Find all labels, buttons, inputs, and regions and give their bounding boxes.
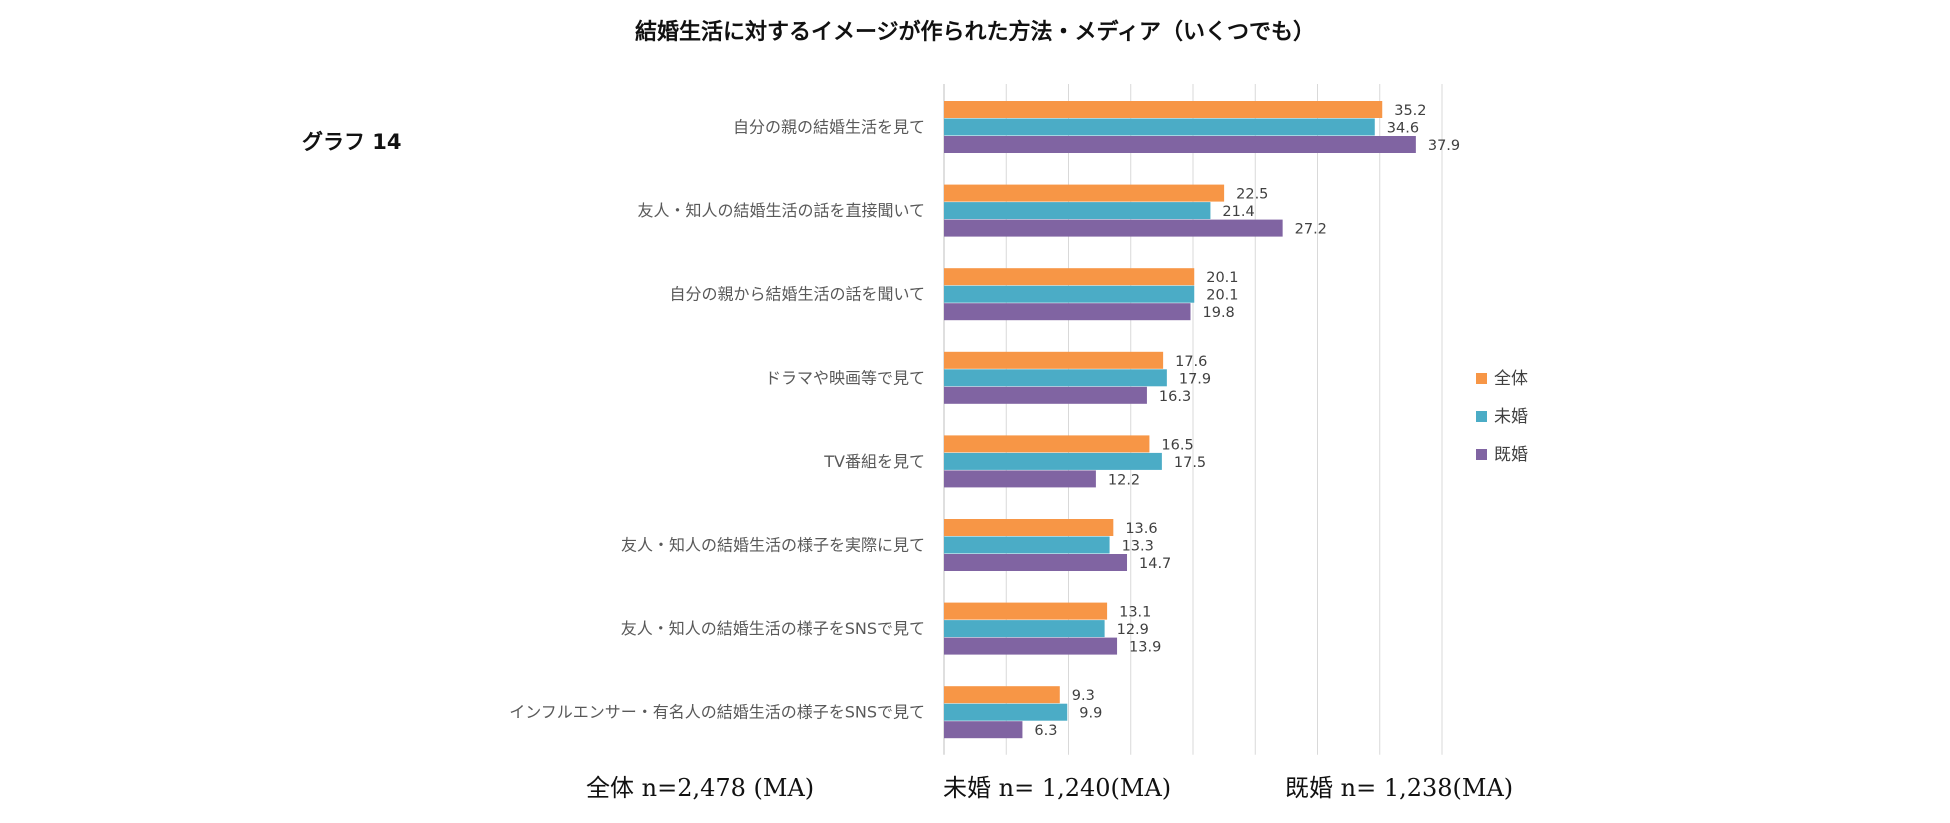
data-label: 17.6 bbox=[1175, 354, 1207, 370]
bar-unmarried bbox=[944, 620, 1105, 638]
category-label: TV番組を見て bbox=[823, 452, 925, 471]
data-label: 20.1 bbox=[1206, 270, 1238, 286]
bar-married bbox=[944, 721, 1023, 739]
chart-title: 結婚生活に対するイメージが作られた方法・メディア（いくつでも） bbox=[634, 20, 1316, 45]
bar-married bbox=[944, 303, 1191, 321]
data-label: 9.9 bbox=[1079, 706, 1102, 722]
legend-label: 既婚 bbox=[1494, 445, 1528, 465]
bar-total bbox=[944, 602, 1108, 620]
data-label: 34.6 bbox=[1387, 121, 1419, 137]
data-label: 16.5 bbox=[1161, 437, 1193, 453]
data-label: 35.2 bbox=[1394, 103, 1426, 119]
bar-married bbox=[944, 136, 1416, 153]
data-label: 17.9 bbox=[1179, 371, 1211, 387]
category-label: 自分の親から結婚生活の話を聞いて bbox=[669, 285, 925, 304]
data-label: 17.5 bbox=[1174, 455, 1206, 471]
bar-unmarried bbox=[944, 536, 1110, 554]
legend-label: 未婚 bbox=[1494, 407, 1528, 427]
bar-total bbox=[944, 184, 1225, 202]
data-label: 12.2 bbox=[1108, 472, 1140, 488]
bar-total bbox=[944, 268, 1195, 286]
data-label: 19.8 bbox=[1203, 305, 1235, 321]
bar-unmarried bbox=[944, 118, 1375, 136]
bar-chart: 自分の親の結婚生活を見て 35.2 34.6 37.9 友人・知人の結婚生活の話を直接聞… bbox=[509, 84, 1528, 755]
legend-swatch bbox=[1476, 411, 1487, 422]
bar-total bbox=[944, 519, 1114, 536]
data-label: 13.3 bbox=[1122, 539, 1154, 555]
data-label: 12.9 bbox=[1117, 622, 1149, 638]
bar-total bbox=[944, 686, 1060, 704]
data-label: 14.7 bbox=[1139, 556, 1171, 572]
graph-label: グラフ 14 bbox=[302, 130, 402, 154]
bar-unmarried bbox=[944, 703, 1068, 721]
bar-married bbox=[944, 554, 1128, 571]
bar-unmarried bbox=[944, 285, 1195, 303]
bar-unmarried bbox=[944, 452, 1162, 470]
category-label: インフルエンサー・有名人の結婚生活の様子をSNSで見て bbox=[509, 703, 925, 722]
bar-total bbox=[944, 351, 1164, 369]
legend-label: 全体 bbox=[1494, 369, 1528, 389]
data-label: 9.3 bbox=[1072, 688, 1095, 704]
category-label: 友人・知人の結婚生活の話を直接聞いて bbox=[637, 201, 925, 220]
data-label: 27.2 bbox=[1295, 222, 1327, 238]
data-label: 20.1 bbox=[1206, 288, 1238, 304]
data-label: 21.4 bbox=[1222, 204, 1254, 220]
bar-married bbox=[944, 219, 1283, 237]
category-label: 友人・知人の結婚生活の様子を実際に見て bbox=[621, 536, 925, 555]
data-label: 37.9 bbox=[1428, 138, 1460, 154]
data-label: 13.9 bbox=[1129, 640, 1161, 656]
category-label: 自分の親の結婚生活を見て bbox=[733, 118, 925, 137]
bar-married bbox=[944, 386, 1147, 404]
footer-total-n: 全体 n=2,478 (MA) bbox=[586, 774, 815, 802]
data-label: 13.1 bbox=[1119, 605, 1151, 621]
bar-total bbox=[944, 435, 1150, 453]
category-label: 友人・知人の結婚生活の様子をSNSで見て bbox=[621, 619, 925, 638]
data-label: 6.3 bbox=[1034, 723, 1057, 739]
footer-unmarried-n: 未婚 n= 1,240(MA) bbox=[943, 774, 1172, 802]
data-label: 13.6 bbox=[1125, 521, 1157, 537]
bar-unmarried bbox=[944, 202, 1211, 220]
footer-married-n: 既婚 n= 1,238(MA) bbox=[1285, 774, 1514, 802]
bar-total bbox=[944, 101, 1383, 118]
bar-unmarried bbox=[944, 369, 1167, 387]
category-label: ドラマや映画等で見て bbox=[765, 368, 925, 387]
bar-married bbox=[944, 637, 1118, 655]
data-label: 16.3 bbox=[1159, 389, 1191, 405]
data-label: 22.5 bbox=[1236, 187, 1268, 203]
bar-married bbox=[944, 470, 1096, 488]
legend-swatch bbox=[1476, 449, 1487, 460]
legend-swatch bbox=[1476, 373, 1487, 384]
